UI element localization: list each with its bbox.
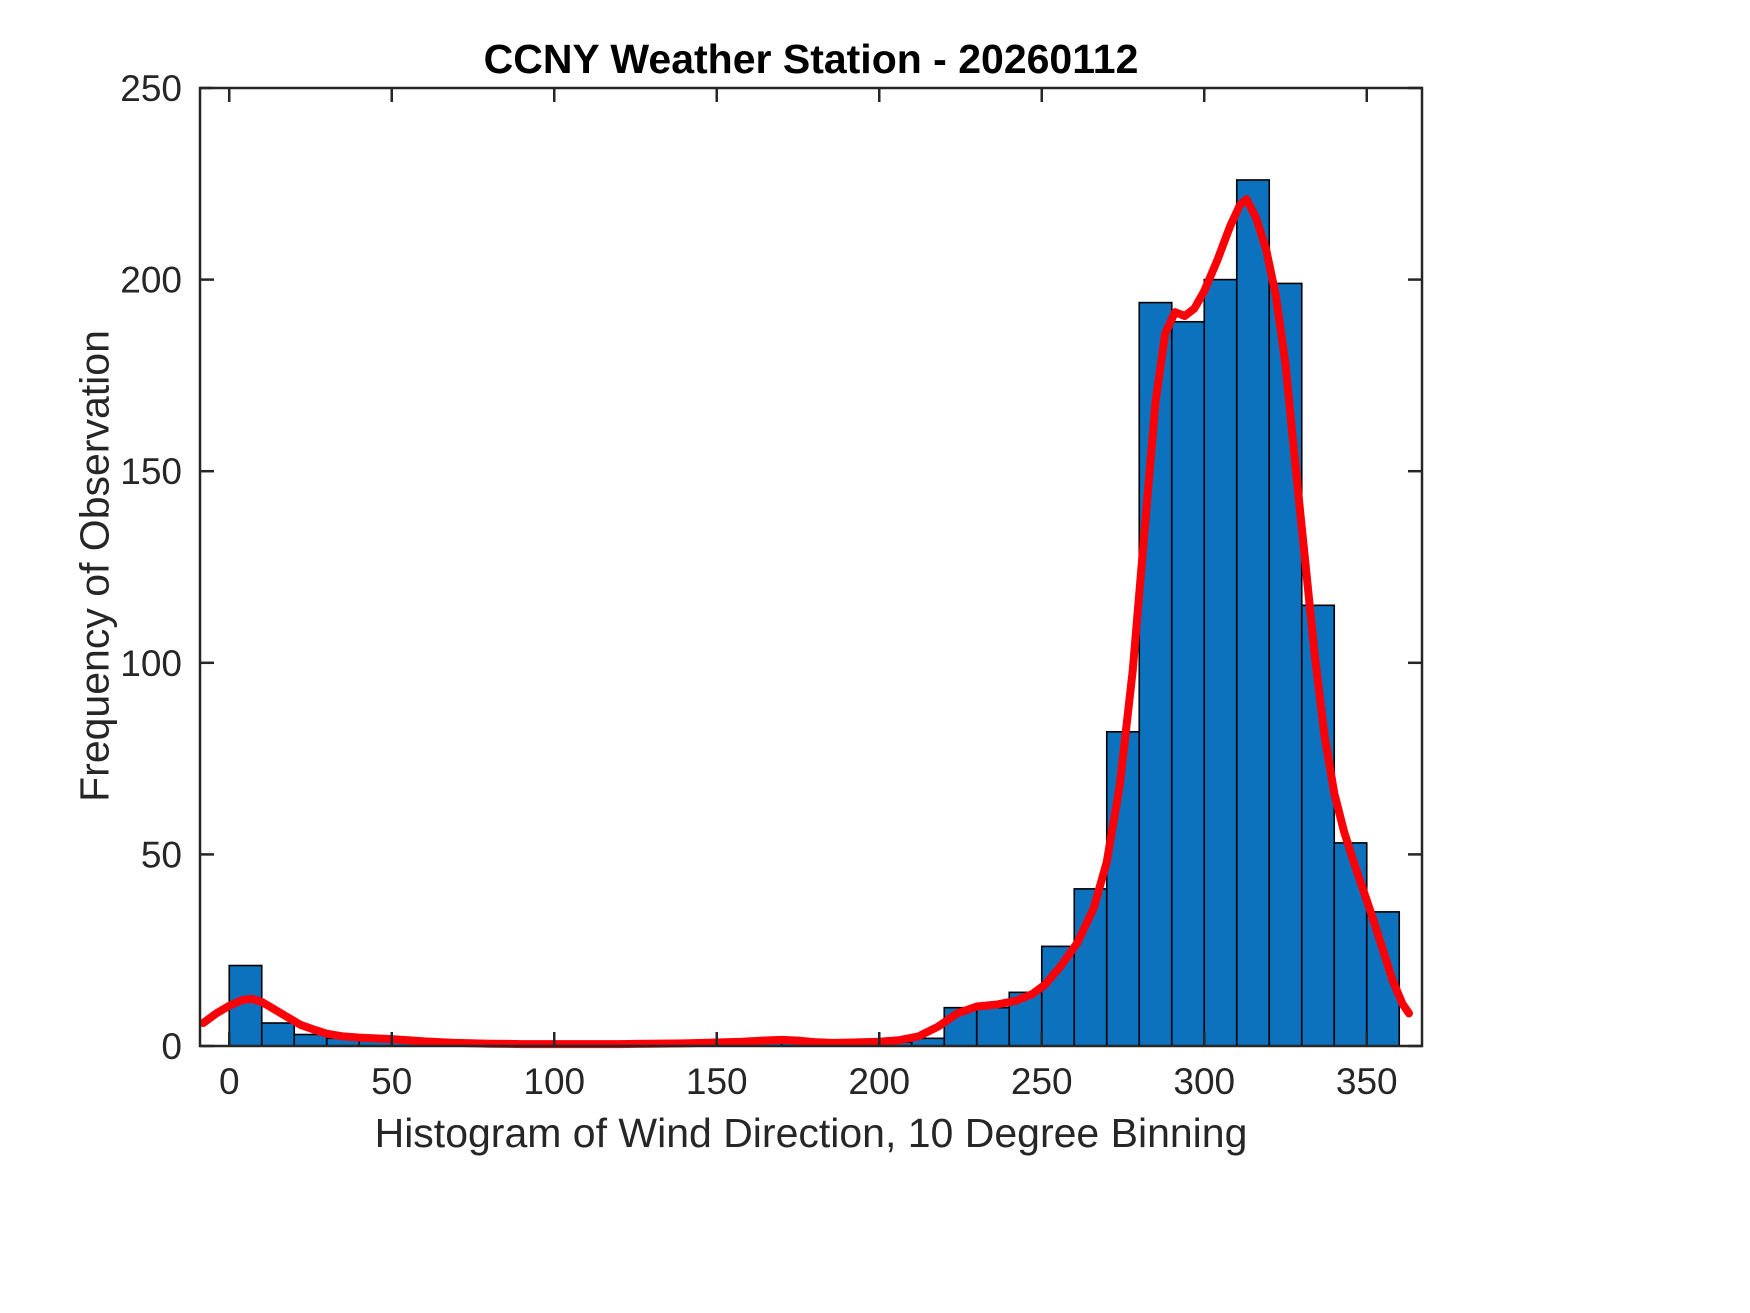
plot-box <box>198 86 1424 1048</box>
fit-curve <box>199 195 1413 1049</box>
x-tick-label: 50 <box>371 1061 412 1102</box>
y-tick-label: 50 <box>141 834 182 875</box>
x-tick-label: 350 <box>1336 1061 1398 1102</box>
y-tick-label: 0 <box>161 1026 182 1067</box>
x-axis-label: Histogram of Wind Direction, 10 Degree B… <box>374 1110 1248 1156</box>
y-tick-label: 100 <box>120 643 182 684</box>
chart-title: CCNY Weather Station - 20260112 <box>483 36 1139 82</box>
x-tick-label: 300 <box>1173 1061 1235 1102</box>
histogram-bar <box>1170 320 1206 1047</box>
x-tick-label: 150 <box>686 1061 748 1102</box>
y-tick-label: 250 <box>120 68 182 109</box>
histogram-bar <box>1235 179 1271 1047</box>
x-tick-label: 200 <box>848 1061 910 1102</box>
histogram-bar <box>1040 945 1076 1047</box>
histogram-bar <box>260 1022 296 1047</box>
x-tick-label: 250 <box>1011 1061 1073 1102</box>
histogram-bar <box>975 1006 1011 1047</box>
y-tick-label: 200 <box>120 260 182 301</box>
x-tick-label: 0 <box>219 1061 240 1102</box>
y-tick-label: 150 <box>120 451 182 492</box>
histogram-bar <box>1333 842 1368 1047</box>
x-tick-label: 100 <box>523 1061 585 1102</box>
histogram-bar <box>1203 278 1238 1047</box>
